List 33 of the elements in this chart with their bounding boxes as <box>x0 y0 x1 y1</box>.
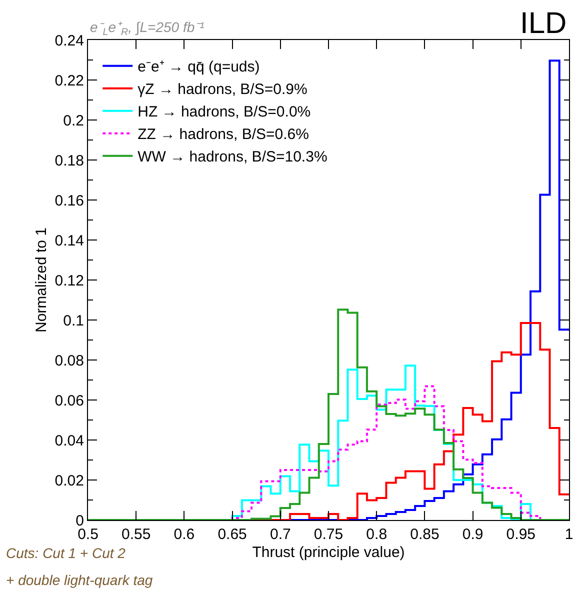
text: Cuts: Cut 1 + Cut 2 <box>6 545 126 561</box>
x-tick-label: 1 <box>564 526 574 543</box>
legend-label: HZ → hadrons, B/S=0.0% <box>138 104 311 121</box>
y-tick-label: 0.02 <box>54 472 84 490</box>
legend-label: WW → hadrons, B/S=10.3% <box>138 148 328 166</box>
y-tick-label: 0.18 <box>54 152 84 170</box>
legend-label: e⁻e⁺ → qq̄ (q=uds) <box>138 58 260 76</box>
x-tick-label: 0.65 <box>218 526 247 543</box>
y-tick-label: 0.1 <box>63 312 84 330</box>
x-tick-label: 0.6 <box>174 526 195 543</box>
text: e⁻$_{L}$e⁺$_{R}$, ∫L=250 fb⁻¹ <box>90 19 205 38</box>
x-tick-label: 0.55 <box>122 526 151 543</box>
y-tick-label: 0.16 <box>54 192 84 210</box>
y-tick-label: 0.24 <box>54 32 84 50</box>
y-tick-label: 0.2 <box>63 112 84 130</box>
y-tick-label: 0.22 <box>54 72 84 90</box>
x-axis-title: Thrust (principle value) <box>252 544 405 561</box>
x-tick-label: 0.9 <box>462 526 484 543</box>
legend-label: ZZ → hadrons, B/S=0.6% <box>138 126 309 144</box>
text: + double light-quark tag <box>6 572 153 588</box>
y-tick-label: 0.04 <box>54 432 84 450</box>
y-tick-label: 0.08 <box>54 352 84 370</box>
x-tick-label: 0.75 <box>314 526 344 543</box>
x-tick-label: 0.7 <box>270 526 291 543</box>
annotation: ILD <box>520 7 567 40</box>
y-tick-label: 0.14 <box>54 232 84 250</box>
x-tick-label: 0.85 <box>410 526 440 543</box>
legend-label: γZ → hadrons, B/S=0.9% <box>138 81 308 98</box>
x-tick-label: 0.8 <box>366 526 388 543</box>
y-axis-title: Normalized to 1 <box>33 227 50 333</box>
x-tick-label: 0.95 <box>506 526 536 543</box>
y-tick-label: 0.12 <box>54 272 84 290</box>
y-tick-label: 0.06 <box>54 392 84 410</box>
